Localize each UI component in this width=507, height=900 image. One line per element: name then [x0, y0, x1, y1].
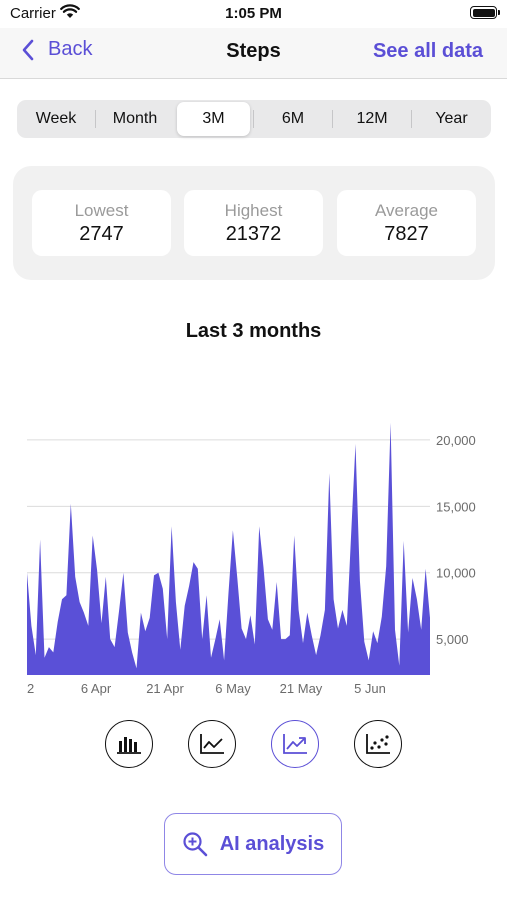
chevron-left-icon — [22, 39, 34, 60]
stat-lowest: Lowest 2747 — [32, 190, 171, 256]
line-chart-icon — [200, 734, 224, 754]
stat-value: 7827 — [384, 223, 429, 245]
x-tick-label: 6 Apr — [81, 681, 112, 696]
x-tick-label: 21 Apr — [146, 681, 184, 696]
range-year[interactable]: Year — [435, 110, 468, 127]
ai-analysis-button[interactable]: AI analysis — [164, 813, 342, 875]
range-12m[interactable]: 12M — [356, 110, 388, 127]
stat-value: 21372 — [225, 223, 282, 245]
navigation-bar: Back Steps See all data — [0, 28, 507, 79]
stat-label: Highest — [224, 201, 283, 220]
segment-divider — [332, 110, 333, 128]
range-week[interactable]: Week — [35, 110, 77, 127]
chart-type-selector — [0, 720, 507, 772]
carrier-label: Carrier — [10, 5, 56, 22]
scatter-chart-icon — [366, 734, 390, 754]
back-label: Back — [48, 38, 93, 60]
stat-highest: Highest 21372 — [184, 190, 323, 256]
magnifier-plus-icon — [183, 832, 208, 857]
x-tick-label: 5 Jun — [354, 681, 386, 696]
segment-divider — [95, 110, 96, 128]
stat-label: Lowest — [74, 201, 129, 220]
segment-divider — [253, 110, 254, 128]
y-tick-label: 10,000 — [436, 566, 476, 581]
wifi-icon — [60, 4, 80, 24]
page-title: Steps — [226, 40, 281, 62]
see-all-data-button[interactable]: See all data — [372, 40, 483, 62]
y-tick-label: 15,000 — [436, 499, 476, 514]
back-button[interactable]: Back — [22, 38, 92, 61]
stats-panel: Lowest 2747 Highest 21372 Average 7827 — [13, 166, 495, 280]
y-tick-label: 20,000 — [436, 433, 476, 448]
segment-divider — [411, 110, 412, 128]
clock: 1:05 PM — [225, 5, 282, 22]
x-tick-label: 21 May — [280, 681, 323, 696]
x-tick-label: 6 May — [215, 681, 251, 696]
trend-chart-button[interactable] — [271, 720, 319, 768]
stat-value: 2747 — [79, 223, 124, 245]
x-tick-label: 2 — [27, 681, 34, 696]
bar-chart-icon — [117, 737, 141, 754]
y-tick-label: 5,000 — [436, 632, 469, 647]
scatter-chart-button[interactable] — [354, 720, 402, 768]
chart-title: Last 3 months — [185, 320, 322, 342]
range-segmented-control: Week Month 3M 6M 12M Year — [17, 100, 491, 138]
bar-chart-button[interactable] — [105, 720, 153, 768]
status-bar: Carrier 1:05 PM — [0, 0, 507, 28]
stat-label: Average — [374, 201, 438, 220]
x-axis: 2 6 Apr 21 Apr 6 May 21 May 5 Jun — [27, 681, 386, 696]
range-month[interactable]: Month — [112, 110, 158, 127]
steps-area-chart: 5,000 10,000 15,000 20,000 2 6 Apr 21 Ap… — [27, 422, 476, 696]
series-area — [27, 422, 430, 675]
range-6m[interactable]: 6M — [281, 110, 305, 127]
range-3m[interactable]: 3M — [177, 102, 250, 136]
y-axis: 5,000 10,000 15,000 20,000 — [436, 433, 476, 647]
ai-analysis-label: AI analysis — [219, 832, 325, 855]
battery-icon — [470, 6, 500, 19]
stat-average: Average 7827 — [337, 190, 476, 256]
line-chart-button[interactable] — [188, 720, 236, 768]
trend-chart-icon — [283, 734, 307, 754]
